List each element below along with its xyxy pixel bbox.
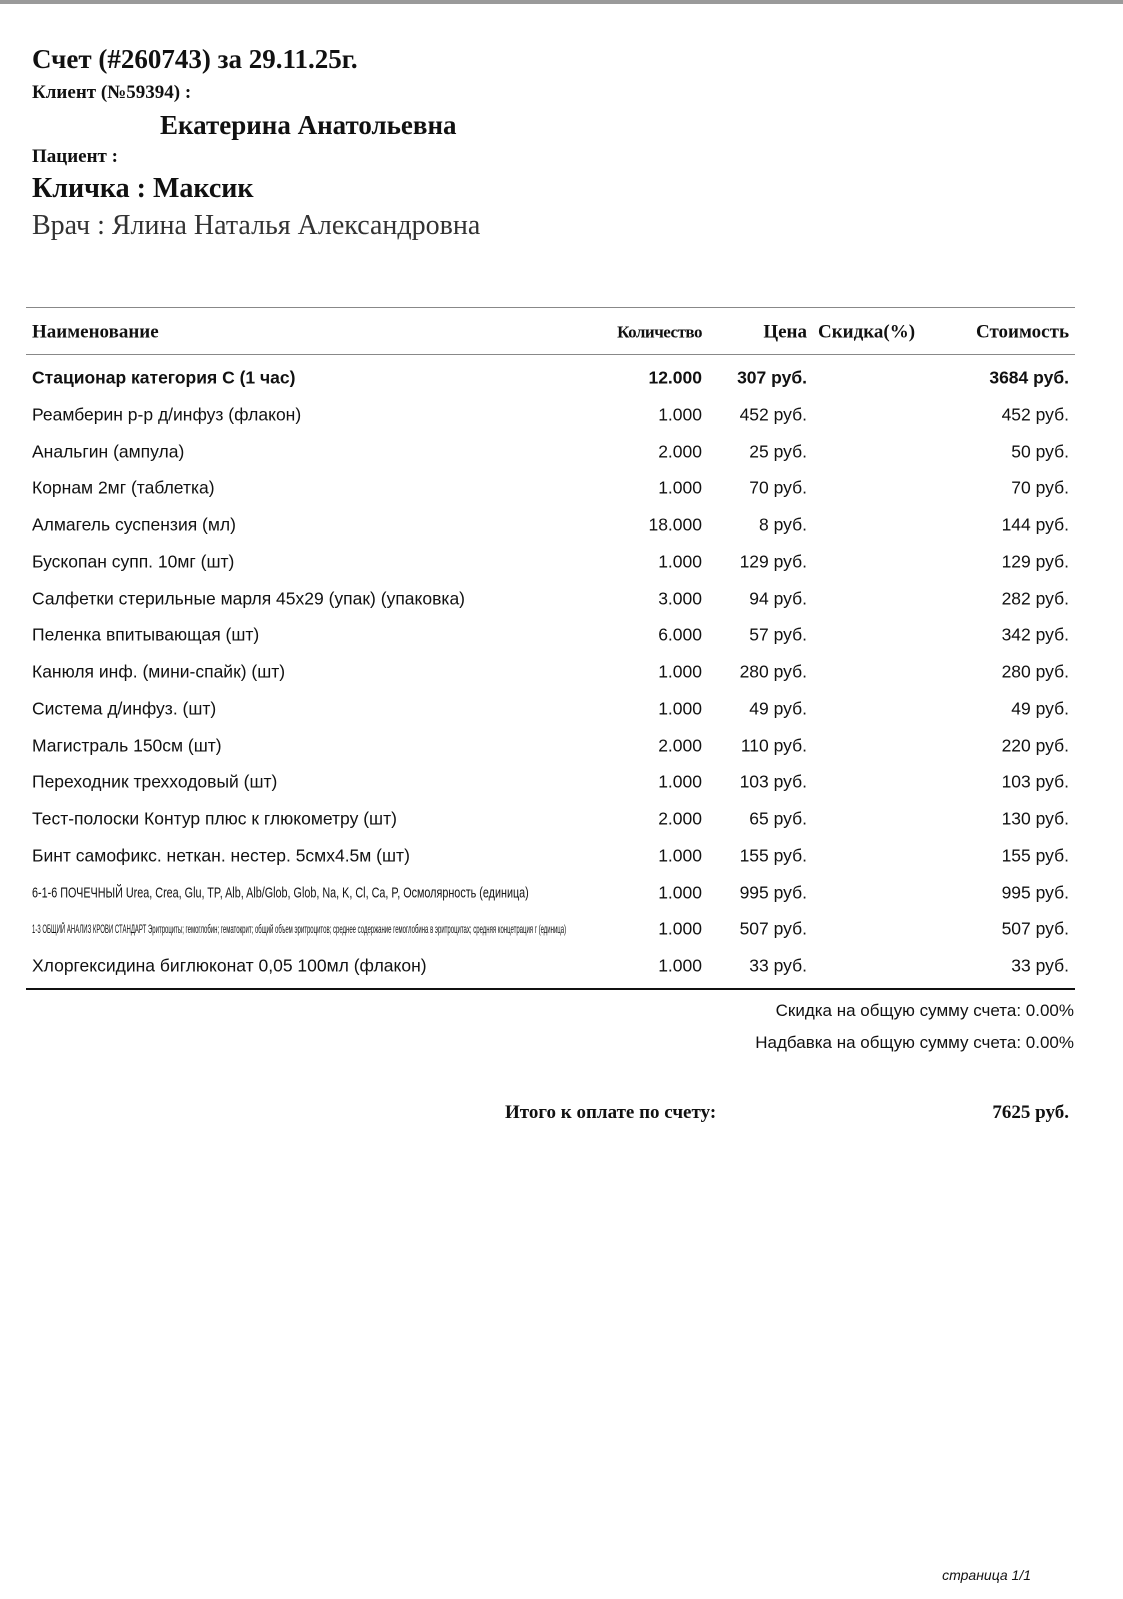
item-cost: 507 руб.: [1001, 918, 1069, 939]
column-header: Стоимость: [975, 321, 1069, 343]
item-name: Алмагель суспензия (мл): [32, 514, 236, 535]
item-price: 65 руб.: [749, 808, 807, 829]
item-name: Салфетки стерильные марля 45х29 (упак) (…: [32, 587, 466, 608]
total-label: Итого к оплате по счету:: [505, 1102, 717, 1123]
item-name: Канюля инф. (мини-спайк) (шт): [32, 661, 286, 682]
item-name: Бускопан супп. 10мг (шт): [32, 551, 235, 571]
item-price: 57 руб.: [749, 624, 807, 645]
item-quantity: 12.000: [648, 367, 702, 388]
patient-label: Пациент :: [32, 146, 118, 167]
item-price: 280 руб.: [739, 661, 807, 682]
item-price: 452 руб.: [739, 404, 807, 424]
item-price: 507 руб.: [739, 918, 807, 939]
item-quantity: 2.000: [658, 808, 702, 829]
item-name: Переходник трехходовый (шт): [32, 771, 278, 792]
column-header: Количество: [617, 322, 702, 342]
item-name: Тест-полоски Контур плюс к глюкометру (ш…: [32, 808, 397, 829]
item-cost: 995 руб.: [1001, 881, 1069, 902]
item-cost: 70 руб.: [1011, 477, 1069, 498]
discount-total: Скидка на общую сумму счета: 0.00%: [775, 1001, 1074, 1020]
item-name: Пеленка впитывающая (шт): [32, 624, 260, 645]
item-name: Анальгин (ампула): [32, 440, 185, 461]
item-name: Магистраль 150см (шт): [32, 734, 222, 755]
item-quantity: 1.000: [658, 771, 702, 792]
item-name: Реамберин р-р д/инфуз (флакон): [32, 404, 302, 424]
page-number: страница 1/1: [942, 1567, 1031, 1583]
item-quantity: 1.000: [658, 881, 702, 902]
item-cost: 155 руб.: [1001, 845, 1069, 865]
item-quantity: 3.000: [658, 587, 702, 608]
markup-total: Надбавка на общую сумму счета: 0.00%: [755, 1033, 1074, 1052]
item-price: 110 руб.: [740, 734, 807, 755]
pet-name: Кличка : Максик: [32, 173, 254, 204]
column-header: Наименование: [32, 321, 159, 343]
item-cost: 342 руб.: [1001, 624, 1069, 645]
item-name: Система д/инфуз. (шт): [32, 698, 217, 718]
item-name: 1-3 ОБЩИЙ АНАЛИЗ КРОВИ СТАНДАРТ Эритроци…: [32, 922, 567, 937]
item-price: 25 руб.: [749, 440, 807, 461]
client-label: Клиент (№59394) :: [32, 82, 192, 103]
table-top-rule: [26, 307, 1075, 308]
item-name: Бинт самофикс. неткан. нестер. 5смх4.5м …: [32, 845, 410, 865]
item-cost: 452 руб.: [1001, 404, 1069, 424]
item-quantity: 6.000: [658, 624, 702, 645]
client-name: Екатерина Анатольевна: [160, 110, 457, 140]
item-price: 8 руб.: [759, 514, 807, 535]
item-cost: 103 руб.: [1001, 771, 1069, 792]
item-quantity: 18.000: [648, 514, 702, 535]
invoice-title: Счет (#260743) за 29.11.25г.: [32, 44, 358, 74]
item-price: 995 руб.: [739, 881, 807, 902]
item-cost: 144 руб.: [1001, 514, 1069, 535]
item-cost: 282 руб.: [1001, 587, 1069, 608]
item-cost: 49 руб.: [1011, 698, 1069, 718]
item-cost: 130 руб.: [1001, 808, 1069, 829]
item-quantity: 1.000: [658, 845, 702, 865]
doctor: Врач : Ялина Наталья Александровна: [32, 210, 481, 241]
item-price: 307 руб.: [737, 367, 807, 388]
item-quantity: 2.000: [658, 440, 702, 461]
item-cost: 129 руб.: [1001, 551, 1069, 571]
item-price: 49 руб.: [749, 698, 807, 718]
table-bottom-rule: [26, 988, 1075, 990]
item-quantity: 1.000: [658, 955, 702, 976]
item-cost: 220 руб.: [1001, 734, 1069, 755]
top-bar: [0, 0, 1123, 4]
item-cost: 50 руб.: [1011, 440, 1069, 461]
item-price: 103 руб.: [739, 771, 807, 792]
item-price: 129 руб.: [739, 551, 807, 571]
item-quantity: 1.000: [658, 477, 702, 498]
total-value: 7625 руб.: [992, 1102, 1069, 1123]
item-price: 155 руб.: [739, 845, 807, 865]
item-quantity: 1.000: [658, 551, 702, 571]
item-name: Стационар категория С (1 час): [32, 367, 296, 388]
item-quantity: 1.000: [658, 698, 702, 718]
item-name: Корнам 2мг (таблетка): [32, 477, 215, 498]
item-price: 70 руб.: [749, 477, 807, 498]
item-price: 94 руб.: [749, 587, 807, 608]
table-header-rule: [26, 354, 1075, 355]
column-header: Цена: [763, 321, 807, 343]
item-name: 6-1-6 ПОЧЕЧНЫЙ Urea, Crea, Glu, TP, Alb,…: [32, 884, 529, 901]
item-cost: 33 руб.: [1011, 955, 1069, 976]
item-price: 33 руб.: [749, 955, 807, 976]
item-quantity: 1.000: [658, 404, 702, 424]
column-header: Скидка(%): [818, 321, 916, 343]
item-quantity: 2.000: [658, 734, 702, 755]
item-cost: 3684 руб.: [989, 367, 1069, 388]
item-quantity: 1.000: [658, 918, 702, 939]
item-quantity: 1.000: [658, 661, 702, 682]
item-name: Хлоргексидина биглюконат 0,05 100мл (фла…: [32, 955, 427, 976]
item-cost: 280 руб.: [1001, 661, 1069, 682]
